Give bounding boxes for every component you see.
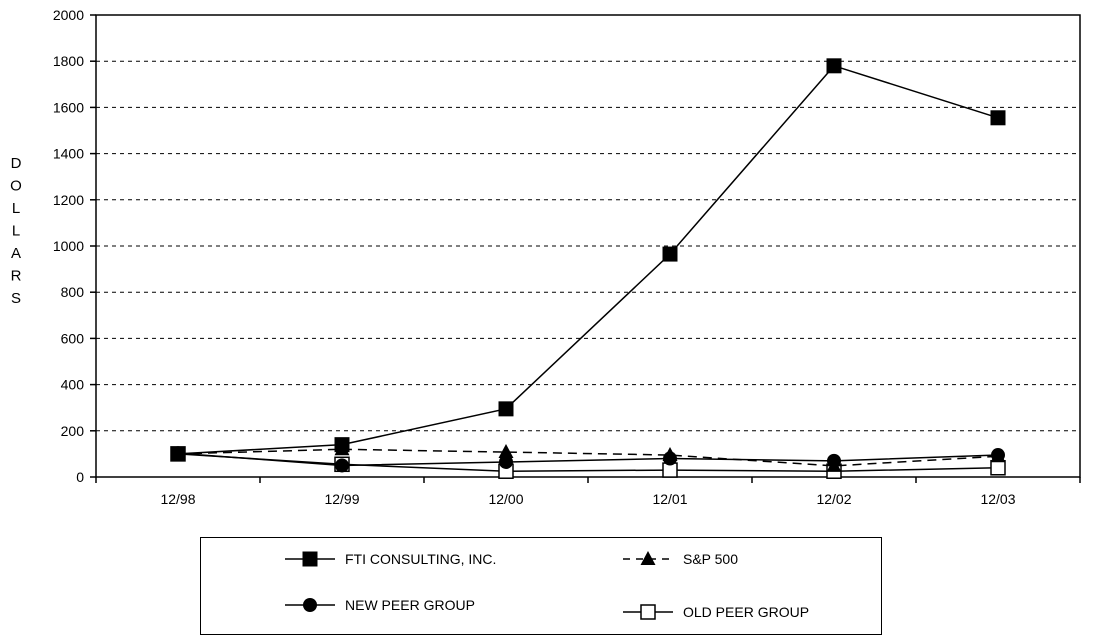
- plot-frame: [95, 14, 1081, 478]
- series-2: [171, 446, 1005, 473]
- data-point: [990, 448, 1006, 463]
- data-point: [170, 446, 186, 462]
- series-layer: [170, 58, 1006, 479]
- series-line: [177, 453, 999, 472]
- x-tick-label: 12/02: [816, 491, 851, 507]
- y-tick-label: 400: [61, 377, 85, 393]
- y-tick-label: 200: [61, 423, 85, 439]
- legend-marker: [303, 598, 317, 612]
- line-chart: 0 200 400 600 800 1000 1200 1400 1600 1800 2000 12…: [10, 7, 1081, 507]
- series-line: [177, 452, 999, 467]
- data-point: [826, 457, 842, 472]
- data-point: [662, 246, 678, 262]
- data-point: [499, 454, 513, 469]
- data-point: [990, 460, 1006, 476]
- legend-label: OLD PEER GROUP: [683, 604, 810, 620]
- axes: [95, 14, 1081, 478]
- legend-label: NEW PEER GROUP: [345, 597, 475, 613]
- legend-item: FTI CONSULTING, INC.: [283, 548, 496, 570]
- y-tick-label: 1600: [53, 99, 84, 115]
- y-tick-label: 2000: [53, 7, 84, 23]
- data-point: [498, 444, 514, 459]
- series-1: [170, 441, 1006, 472]
- legend-marker: [302, 551, 318, 567]
- y-tick-label: 600: [61, 330, 85, 346]
- y-tick-label: 1800: [53, 53, 84, 69]
- legend-marker: [640, 604, 656, 620]
- gridlines: [96, 60, 1080, 432]
- data-point: [335, 458, 349, 473]
- legend-swatch: [623, 551, 673, 565]
- legend-swatch: [623, 604, 673, 620]
- legend: FTI CONSULTING, INC. S&P 500 NEW PEER GROU…: [200, 537, 882, 635]
- y-tick-label: 1000: [53, 238, 84, 254]
- legend-label: FTI CONSULTING, INC.: [345, 551, 497, 567]
- y-tick-label: 1400: [53, 146, 84, 162]
- series-line: [177, 64, 999, 455]
- legend-item: NEW PEER GROUP: [283, 594, 475, 616]
- y-tick-label: 1200: [53, 192, 84, 208]
- x-axis-ticks: 12/98 12/99 12/00 12/01 12/02 12/03: [95, 477, 1081, 507]
- x-tick-label: 12/00: [488, 491, 523, 507]
- legend-item: S&P 500: [621, 548, 738, 570]
- legend-item: OLD PEER GROUP: [621, 601, 809, 623]
- x-tick-label: 12/99: [324, 491, 359, 507]
- data-point: [662, 447, 678, 462]
- series-line: [177, 448, 999, 467]
- legend-marker: [640, 551, 656, 565]
- data-point: [826, 58, 842, 74]
- y-axis-ticks: 0 200 400 600 800 1000 1200 1400 1600 1800 2000: [53, 7, 96, 485]
- data-point: [990, 110, 1006, 126]
- data-point: [334, 437, 350, 453]
- legend-swatch: [285, 598, 335, 612]
- series-0: [170, 58, 1006, 462]
- legend-label: S&P 500: [683, 551, 739, 567]
- x-tick-label: 12/98: [160, 491, 195, 507]
- data-point: [498, 401, 514, 417]
- x-tick-label: 12/03: [980, 491, 1015, 507]
- legend-swatch: [285, 551, 335, 567]
- y-tick-label: 0: [76, 469, 84, 485]
- y-tick-label: 800: [61, 284, 85, 300]
- x-tick-label: 12/01: [652, 491, 687, 507]
